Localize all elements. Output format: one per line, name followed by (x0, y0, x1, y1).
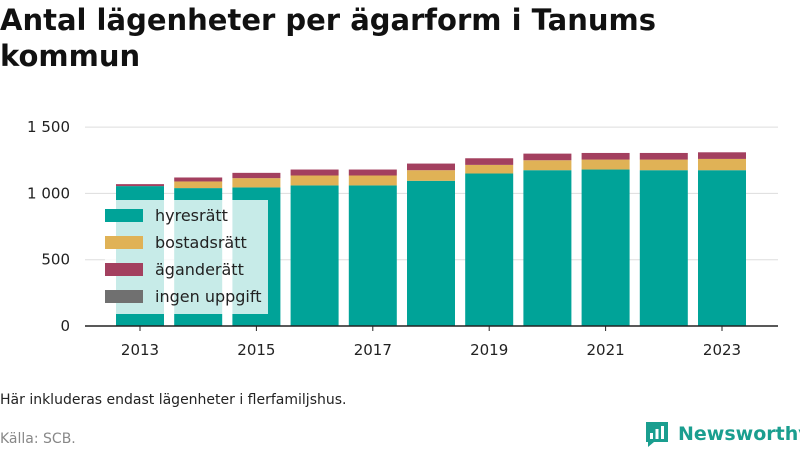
x-tick-label: 2017 (354, 341, 392, 359)
bar-segment-bostadsratt (232, 178, 281, 188)
x-tick-label: 2019 (470, 341, 508, 359)
bar-segment-hyresratt (465, 173, 514, 326)
x-tick-label: 2021 (587, 341, 625, 359)
legend-swatch (105, 209, 143, 222)
bar-segment-aganderatt (407, 163, 455, 171)
newsworthy-logo-icon (646, 422, 668, 447)
legend: hyresrätt bostadsrätt äganderätt ingen uppg… (105, 200, 268, 314)
bar-segment-bostadsratt (523, 160, 572, 171)
bar-segment-bostadsratt (407, 170, 455, 181)
legend-swatch (105, 236, 143, 249)
brand-name: Newsworthy (678, 423, 800, 445)
bar-segment-bostadsratt (639, 159, 688, 171)
legend-item: bostadsrätt (105, 229, 262, 256)
legend-swatch (105, 290, 143, 303)
x-axis-labels: 2013 2015 2017 2019 2021 2023 (121, 341, 741, 359)
bar-segment-hyresratt (639, 170, 688, 326)
y-tick-label: 0 (60, 317, 70, 335)
x-axis (85, 325, 778, 331)
bar-segment-aganderatt (290, 169, 339, 176)
legend-swatch (105, 263, 143, 276)
bar-segment-hyresratt (407, 180, 455, 326)
legend-item: hyresrätt (105, 202, 262, 229)
y-tick-label: 1 500 (27, 118, 70, 136)
bar-segment-aganderatt (348, 169, 397, 176)
bar-segment-aganderatt (116, 184, 164, 187)
legend-label: hyresrätt (155, 206, 228, 225)
bar-segment-aganderatt (698, 152, 746, 159)
bar-segment-bostadsratt (465, 164, 514, 174)
newsworthy-logo[interactable]: Newsworthy (644, 420, 800, 448)
bar-segment-hyresratt (290, 185, 339, 326)
bar-segment-hyresratt (523, 170, 572, 326)
bar-segment-bostadsratt (581, 159, 630, 170)
bar-segment-hyresratt (698, 170, 746, 326)
legend-label: bostadsrätt (155, 233, 247, 252)
source-text: Källa: SCB. (0, 431, 76, 447)
bar-segment-aganderatt (523, 153, 572, 161)
bar-segment-aganderatt (174, 177, 223, 182)
bar-segment-aganderatt (232, 172, 281, 179)
x-tick-label: 2015 (237, 341, 275, 359)
footnote: Här inkluderas endast lägenheter i flerf… (0, 392, 347, 408)
legend-item: ingen uppgift (105, 283, 262, 310)
bar-segment-bostadsratt (174, 181, 223, 189)
bar-segment-aganderatt (465, 158, 514, 165)
bar-segment-bostadsratt (698, 158, 746, 171)
legend-label: äganderätt (155, 260, 244, 279)
bar-segment-bostadsratt (348, 175, 397, 186)
x-tick-label: 2023 (703, 341, 741, 359)
chart-title: Antal lägenheter per ägarform i Tanums k… (0, 3, 656, 73)
y-tick-label: 500 (41, 251, 70, 269)
bar-segment-aganderatt (639, 152, 688, 160)
bar-segment-hyresratt (581, 169, 630, 326)
bar-segment-aganderatt (581, 152, 630, 160)
y-tick-label: 1 000 (27, 184, 70, 202)
x-tick-label: 2013 (121, 341, 159, 359)
legend-label: ingen uppgift (155, 287, 262, 306)
y-axis-labels: 0 500 1 000 1 500 (27, 118, 70, 335)
bar-segment-hyresratt (348, 185, 397, 326)
bar-segment-bostadsratt (290, 175, 339, 186)
legend-item: äganderätt (105, 256, 262, 283)
